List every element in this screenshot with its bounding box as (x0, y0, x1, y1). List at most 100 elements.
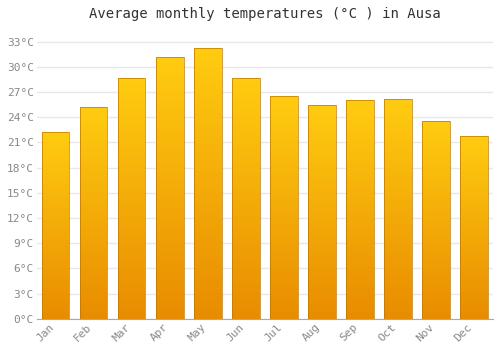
Bar (42, 184, 70, 186)
Bar (80, 141, 108, 143)
Bar (156, 204, 184, 206)
Bar (42, 259, 70, 261)
Bar (232, 114, 260, 116)
Bar (384, 255, 411, 257)
Bar (384, 246, 411, 248)
Bar (42, 197, 70, 199)
Bar (156, 209, 184, 211)
Bar (384, 222, 411, 224)
Bar (422, 155, 450, 157)
Bar (308, 223, 336, 225)
Bar (422, 309, 450, 311)
Bar (460, 167, 487, 169)
Bar (460, 255, 487, 257)
Bar (384, 136, 411, 138)
Bar (232, 254, 260, 256)
Bar (194, 224, 222, 227)
Bar (232, 234, 260, 237)
Bar (270, 272, 297, 274)
Bar (308, 289, 336, 291)
Bar (346, 301, 374, 303)
Bar (422, 297, 450, 299)
Bar (270, 145, 297, 147)
Bar (42, 309, 70, 312)
Bar (308, 291, 336, 293)
Bar (232, 179, 260, 181)
Bar (156, 127, 184, 130)
Bar (270, 312, 297, 314)
Bar (194, 292, 222, 294)
Bar (460, 200, 487, 202)
Bar (42, 285, 70, 287)
Bar (80, 156, 108, 158)
Bar (156, 122, 184, 125)
Bar (384, 264, 411, 266)
Bar (118, 138, 146, 140)
Bar (80, 190, 108, 192)
Bar (42, 233, 70, 234)
Bar (422, 270, 450, 272)
Bar (156, 109, 184, 112)
Bar (384, 235, 411, 237)
Bar (308, 135, 336, 137)
Bar (80, 243, 108, 245)
Bar (270, 219, 297, 221)
Bar (118, 256, 146, 259)
Bar (422, 133, 450, 135)
Bar (80, 315, 108, 317)
Bar (308, 109, 336, 111)
Bar (118, 160, 146, 162)
Bar (42, 160, 70, 161)
Bar (270, 141, 297, 143)
Bar (422, 256, 450, 258)
Bar (156, 214, 184, 217)
Bar (308, 212, 336, 214)
Bar (460, 238, 487, 240)
Bar (42, 208, 70, 210)
Bar (42, 205, 70, 206)
Bar (460, 301, 487, 302)
Bar (80, 158, 108, 160)
Bar (42, 137, 70, 139)
Bar (422, 238, 450, 240)
Bar (42, 229, 70, 231)
Bar (270, 196, 297, 199)
Bar (384, 242, 411, 244)
Bar (308, 145, 336, 147)
Bar (194, 232, 222, 235)
Bar (460, 295, 487, 297)
Bar (460, 222, 487, 224)
Bar (346, 199, 374, 201)
Bar (194, 267, 222, 270)
Bar (384, 154, 411, 156)
Bar (42, 272, 70, 274)
Bar (156, 222, 184, 225)
Bar (384, 299, 411, 301)
Bar (384, 202, 411, 204)
Bar (232, 104, 260, 107)
Bar (384, 277, 411, 279)
Bar (384, 99, 411, 319)
Bar (384, 130, 411, 132)
Bar (194, 305, 222, 308)
Bar (270, 119, 297, 121)
Bar (194, 129, 222, 132)
Bar (270, 123, 297, 125)
Bar (460, 189, 487, 191)
Bar (194, 210, 222, 213)
Bar (270, 268, 297, 270)
Bar (232, 220, 260, 223)
Bar (308, 195, 336, 197)
Bar (194, 213, 222, 216)
Bar (42, 190, 70, 191)
Bar (384, 149, 411, 152)
Bar (232, 259, 260, 261)
Bar (384, 259, 411, 262)
Bar (232, 268, 260, 271)
Bar (422, 267, 450, 270)
Bar (346, 223, 374, 225)
Bar (422, 121, 450, 319)
Bar (422, 287, 450, 289)
Bar (346, 181, 374, 183)
Bar (308, 306, 336, 308)
